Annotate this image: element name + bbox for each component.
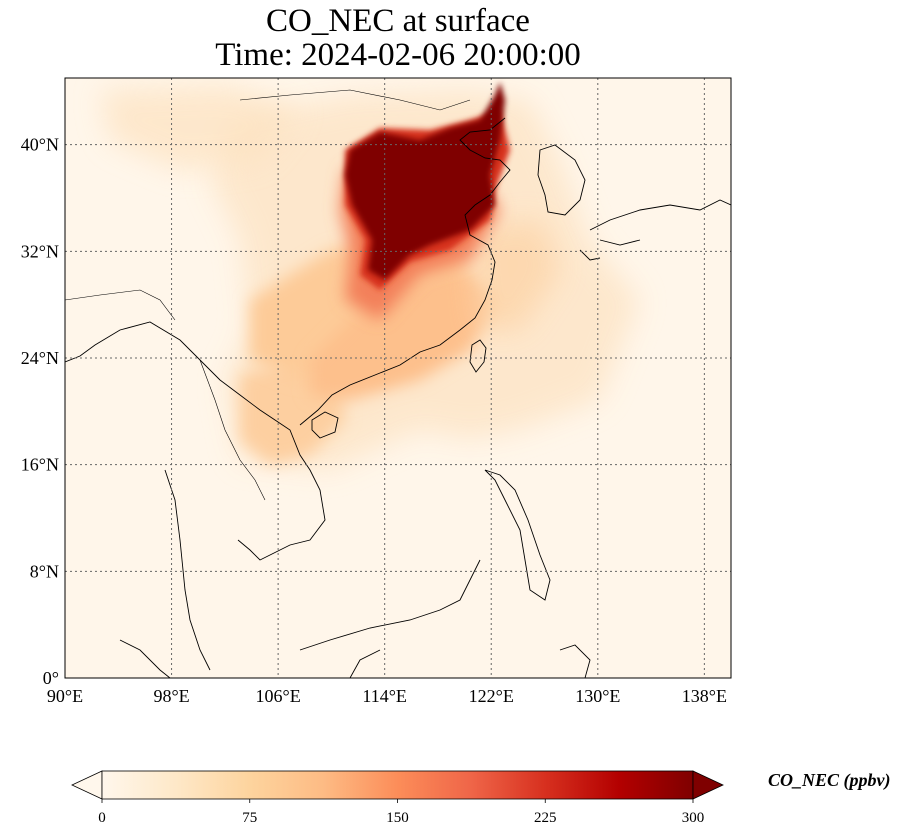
- concentration-field: [100, 82, 640, 470]
- colorbar-min-extend: [71, 770, 103, 800]
- lon-tick-label: 130°E: [575, 686, 620, 706]
- plume-core-north-china: [345, 82, 505, 280]
- coast-japan: [579, 199, 731, 261]
- colorbar-label: CO_NEC (ppbv): [768, 770, 891, 790]
- latitude-tick-labels: 0° 8°N 16°N 24°N 32°N 40°N: [21, 135, 59, 688]
- lat-tick-label: 0°: [43, 668, 59, 688]
- lon-tick-label: 122°E: [469, 686, 514, 706]
- plume-southeast-coast: [310, 270, 500, 400]
- hainan-island: [311, 411, 339, 439]
- colorbar-tick-label: 225: [534, 810, 557, 826]
- gridlines: [65, 78, 731, 678]
- korea-peninsula: [537, 144, 586, 216]
- coast-new-guinea: [559, 644, 591, 678]
- colorbar-max-extend: [692, 770, 724, 800]
- plot-title: CO_NEC at surface Time: 2024-02-06 20:00…: [65, 4, 731, 72]
- lat-tick-label: 8°N: [30, 561, 59, 581]
- plume-east-china-sea: [470, 220, 560, 330]
- lon-tick-label: 138°E: [682, 686, 727, 706]
- colorbar: 0 75 150 225 300: [71, 770, 724, 826]
- longitude-tick-labels: 90°E 98°E 106°E 114°E 122°E 130°E 138°E: [47, 686, 727, 706]
- lon-tick-label: 98°E: [153, 686, 189, 706]
- title-line-1: CO_NEC at surface: [266, 3, 530, 39]
- lat-tick-label: 40°N: [21, 135, 59, 155]
- coast-philippines: [484, 469, 551, 601]
- coast-borneo: [299, 559, 481, 678]
- plume-mongolia: [100, 85, 300, 170]
- lat-tick-label: 24°N: [21, 348, 59, 368]
- colorbar-tick-label: 75: [242, 810, 257, 826]
- coast-malay-sumatra: [119, 469, 211, 678]
- coast-indochina-east: [65, 321, 326, 561]
- title-line-2: Time: 2024-02-06 20:00:00: [215, 37, 581, 73]
- colorbar-tick-label: 150: [386, 810, 409, 826]
- colorbar-bar: [101, 770, 694, 800]
- lon-tick-label: 114°E: [362, 686, 407, 706]
- colorbar-ticks: 0 75 150 225 300: [98, 799, 704, 826]
- lat-tick-label: 32°N: [21, 241, 59, 261]
- colorbar-tick-label: 0: [98, 810, 106, 826]
- lon-tick-label: 90°E: [47, 686, 83, 706]
- coast-china-east: [299, 117, 511, 426]
- coastlines: [65, 89, 731, 678]
- lat-tick-label: 16°N: [21, 455, 59, 475]
- map-panel: [64, 77, 732, 679]
- map-frame: [64, 77, 732, 679]
- lon-tick-label: 106°E: [256, 686, 301, 706]
- land-borders: [65, 89, 471, 501]
- colorbar-tick-label: 300: [682, 810, 705, 826]
- taiwan-island: [469, 339, 487, 373]
